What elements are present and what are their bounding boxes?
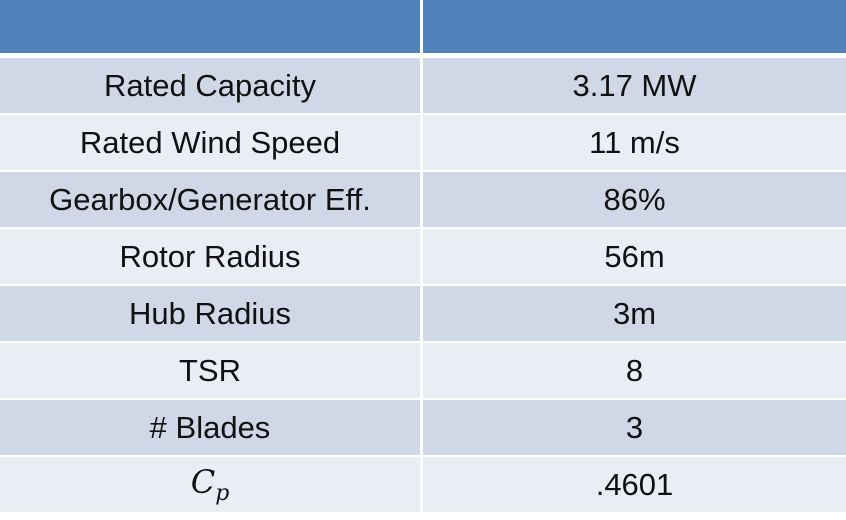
- value-cell: 3m: [423, 286, 846, 343]
- value-cell: 86%: [423, 172, 846, 229]
- header-cell-value: [423, 0, 846, 58]
- parameter-cell: Rated Capacity: [0, 58, 423, 115]
- table-row: Rated Wind Speed 11 m/s: [0, 115, 846, 172]
- value-cell: 3: [423, 400, 846, 457]
- header-cell-parameter: [0, 0, 423, 58]
- table-row: TSR 8: [0, 343, 846, 400]
- table-row: Gearbox/Generator Eff. 86%: [0, 172, 846, 229]
- parameter-cell: Rotor Radius: [0, 229, 423, 286]
- value-cell: 56m: [423, 229, 846, 286]
- value-cell: 11 m/s: [423, 115, 846, 172]
- value-cell: 8: [423, 343, 846, 400]
- parameter-cell: # Blades: [0, 400, 423, 457]
- value-cell: 3.17 MW: [423, 58, 846, 115]
- table-row: Rated Capacity 3.17 MW: [0, 58, 846, 115]
- cp-base: C: [190, 463, 216, 501]
- parameter-cell: Hub Radius: [0, 286, 423, 343]
- power-coefficient-symbol: Cp: [190, 463, 230, 506]
- table-row: Hub Radius 3m: [0, 286, 846, 343]
- cp-subscript: p: [215, 481, 230, 506]
- parameter-cell: Cp: [0, 457, 423, 512]
- parameter-cell: TSR: [0, 343, 423, 400]
- table-row: Rotor Radius 56m: [0, 229, 846, 286]
- parameter-cell: Gearbox/Generator Eff.: [0, 172, 423, 229]
- parameter-cell: Rated Wind Speed: [0, 115, 423, 172]
- value-cell: .4601: [423, 457, 846, 512]
- table-row: Cp .4601: [0, 457, 846, 512]
- header-row: [0, 0, 846, 58]
- table-row: # Blades 3: [0, 400, 846, 457]
